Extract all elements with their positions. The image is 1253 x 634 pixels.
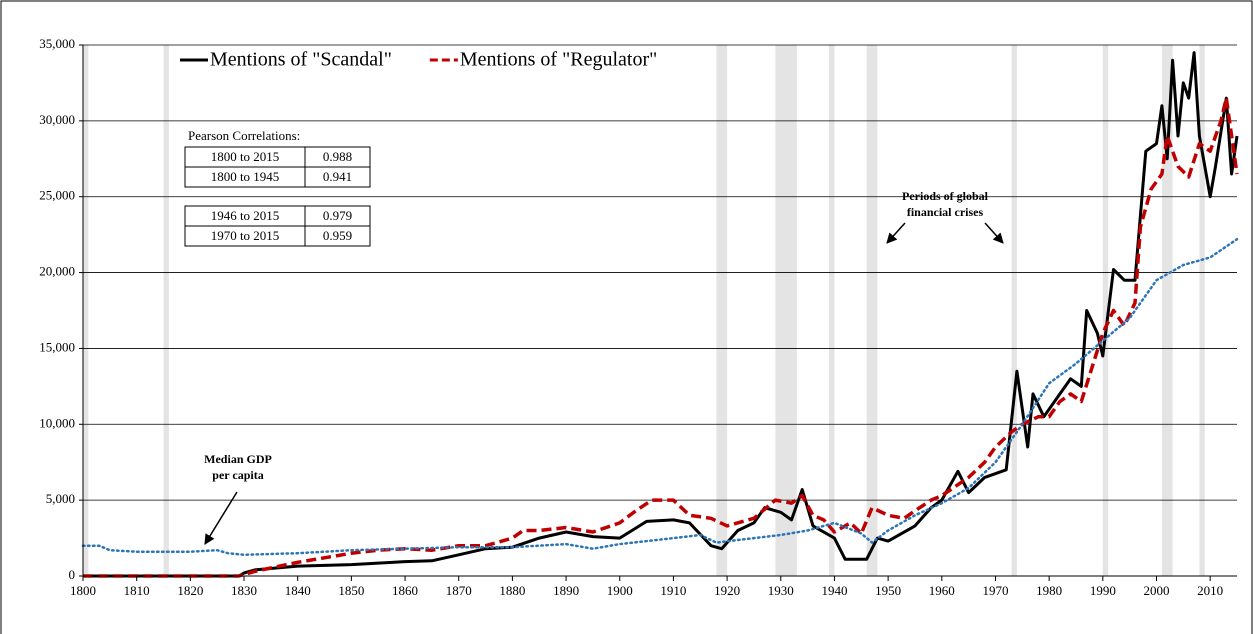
period-label: 1970 to 2015 (211, 228, 280, 243)
period-label: 1800 to 1945 (211, 169, 280, 184)
crisis-band (829, 45, 835, 576)
x-tick-label: 1980 (1036, 583, 1062, 598)
y-tick-label: 5,000 (46, 491, 75, 506)
x-tick-label: 1890 (553, 583, 579, 598)
x-tick-label: 1970 (982, 583, 1008, 598)
period-label: 1946 to 2015 (211, 208, 280, 223)
x-tick-label: 1800 (70, 583, 96, 598)
annotation-arrow (984, 222, 1004, 244)
x-tick-label: 1830 (231, 583, 257, 598)
x-tick-label: 1930 (768, 583, 794, 598)
crisis-band (1199, 45, 1205, 576)
crisis-band (866, 45, 878, 576)
x-tick-label: 1940 (821, 583, 847, 598)
correlation-value: 0.959 (323, 228, 352, 243)
annotation: Median GDP (204, 452, 272, 466)
correlation-value: 0.941 (323, 169, 352, 184)
crisis-band (163, 45, 169, 576)
crisis-band (716, 45, 728, 576)
annotation: financial crises (907, 205, 984, 219)
x-tick-label: 1880 (499, 583, 525, 598)
legend-label: Mentions of "Regulator" (460, 49, 657, 71)
correlation-value: 0.988 (323, 149, 352, 164)
x-tick-label: 1920 (714, 583, 740, 598)
correlation-value: 0.979 (323, 208, 352, 223)
x-tick-label: 2010 (1197, 583, 1223, 598)
x-tick-label: 1860 (392, 583, 418, 598)
y-tick-label: 35,000 (39, 36, 75, 51)
x-tick-label: 1820 (177, 583, 203, 598)
crisis-band (1011, 45, 1017, 576)
series-line (83, 96, 1239, 578)
annotation-arrow (204, 491, 238, 545)
x-tick-label: 1850 (338, 583, 364, 598)
x-tick-label: 1900 (607, 583, 633, 598)
annotation: Periods of global (902, 189, 989, 203)
y-tick-label: 10,000 (39, 415, 75, 430)
x-tick-label: 1950 (875, 583, 901, 598)
period-label: 1800 to 2015 (211, 149, 280, 164)
x-tick-label: 1910 (660, 583, 686, 598)
crisis-band (1161, 45, 1173, 576)
series-line (81, 237, 1239, 557)
y-tick-label: 20,000 (39, 264, 75, 279)
x-tick-label: 1810 (124, 583, 150, 598)
crisis-band (1102, 45, 1109, 576)
table-cell (304, 166, 371, 188)
y-tick-label: 30,000 (39, 112, 75, 127)
annotation: per capita (212, 468, 263, 482)
table-title: Pearson Correlations: (188, 128, 300, 143)
y-tick-label: 0 (69, 567, 76, 582)
annotation-arrow (886, 222, 906, 244)
x-tick-label: 1990 (1090, 583, 1116, 598)
crisis-band (83, 45, 89, 576)
x-tick-label: 1870 (446, 583, 472, 598)
x-tick-label: 1960 (929, 583, 955, 598)
y-tick-label: 15,000 (39, 339, 75, 354)
legend-label: Mentions of "Scandal" (210, 49, 392, 71)
x-tick-label: 1840 (285, 583, 311, 598)
table-cell (304, 225, 371, 247)
crisis-band (775, 45, 797, 576)
y-tick-label: 25,000 (39, 188, 75, 203)
x-tick-label: 2000 (1143, 583, 1169, 598)
